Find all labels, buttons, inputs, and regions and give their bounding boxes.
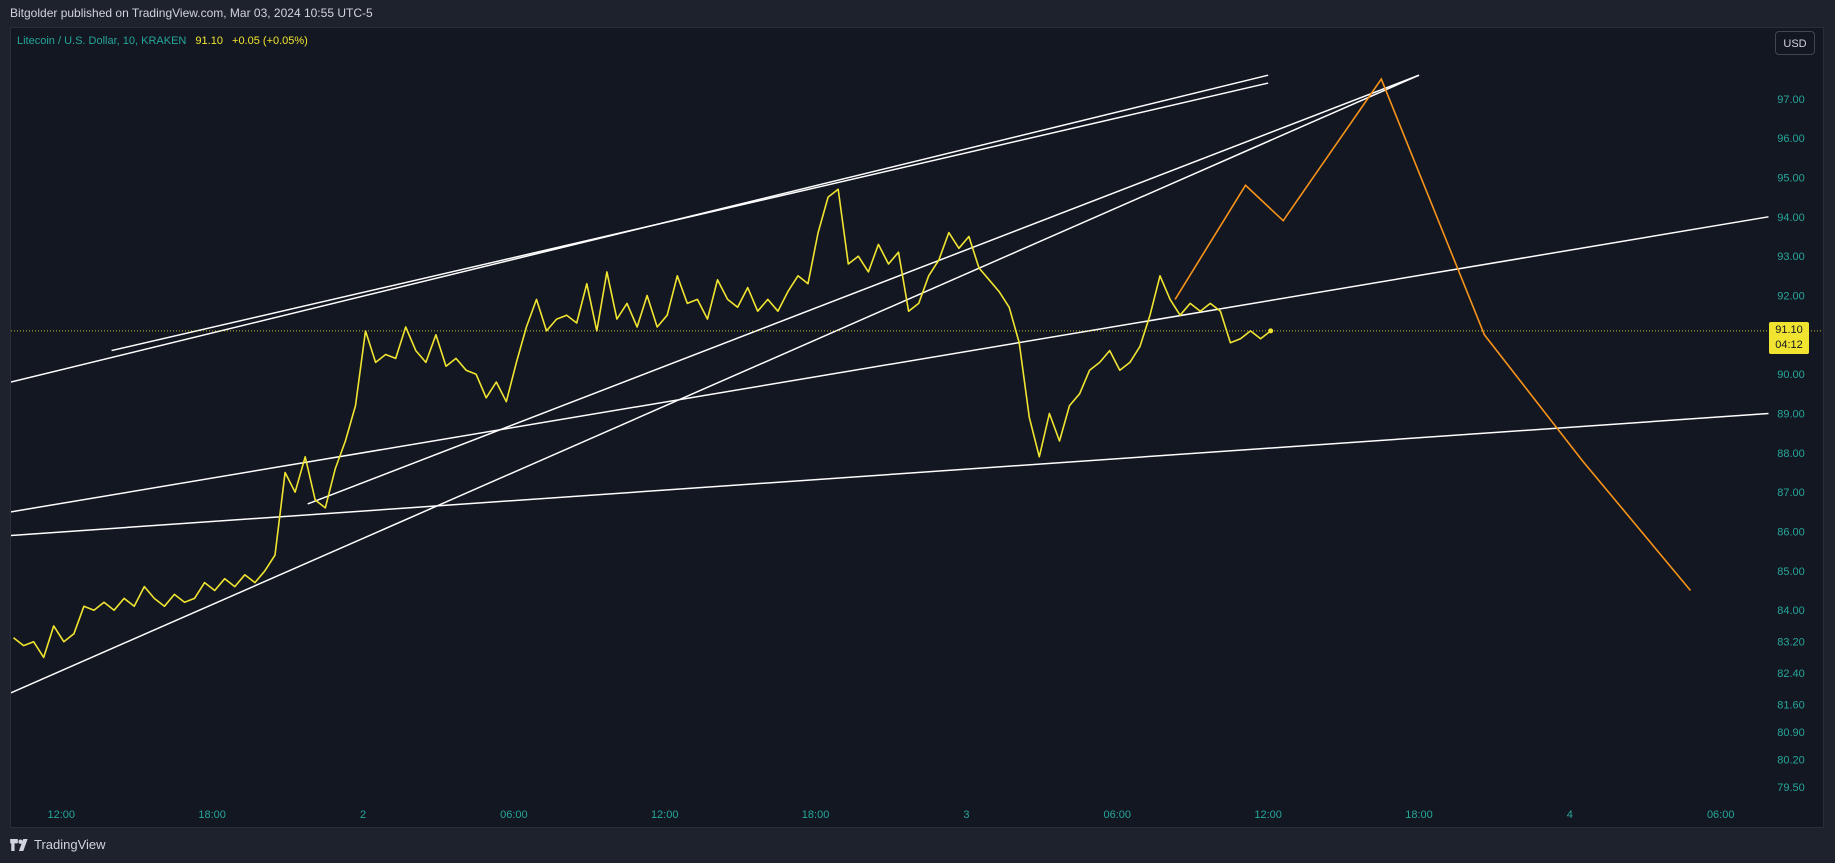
y-tick-label: 88.00 [1777, 448, 1805, 460]
x-tick-label: 12:00 [1254, 809, 1282, 821]
trendline-4 [307, 74, 1420, 505]
legend-price: 91.10 [195, 35, 223, 47]
y-tick-label: 97.00 [1777, 94, 1805, 106]
trendline-2 [111, 82, 1269, 352]
price-chart[interactable]: 97.0096.0095.0094.0093.0092.0091.0090.00… [11, 28, 1823, 827]
chart-pane[interactable]: 97.0096.0095.0094.0093.0092.0091.0090.00… [10, 27, 1824, 828]
footer-brand[interactable]: TradingView [10, 836, 106, 854]
y-tick-label: 95.00 [1777, 172, 1805, 184]
tradingview-logo-icon [10, 839, 28, 851]
y-tick-label: 80.90 [1777, 727, 1805, 739]
x-tick-label: 2 [360, 809, 366, 821]
y-tick-label: 87.00 [1777, 487, 1805, 499]
x-tick-label: 06:00 [500, 809, 528, 821]
trendline-5 [11, 216, 1769, 513]
y-tick-label: 93.00 [1777, 251, 1805, 263]
x-tick-label: 18:00 [802, 809, 830, 821]
legend-change: +0.05 (+0.05%) [232, 35, 308, 47]
trendline-6 [11, 412, 1769, 537]
y-tick-label: 81.60 [1777, 700, 1805, 712]
y-tick-label: 94.00 [1777, 212, 1805, 224]
trendline-3 [11, 74, 1420, 694]
projection-path [1174, 77, 1692, 592]
y-tick-label: 80.20 [1777, 755, 1805, 767]
symbol-legend: Litecoin / U.S. Dollar, 10, KRAKEN 91.10… [17, 35, 308, 47]
symbol-name: Litecoin / U.S. Dollar, 10, KRAKEN [17, 35, 187, 47]
y-tick-label: 96.00 [1777, 133, 1805, 145]
y-tick-label: 86.00 [1777, 527, 1805, 539]
last-price-label: 91.10 04:12 [1769, 321, 1809, 354]
y-tick-label: 84.00 [1777, 605, 1805, 617]
x-tick-label: 06:00 [1707, 809, 1735, 821]
y-tick-label: 82.40 [1777, 668, 1805, 680]
brand-name: TradingView [34, 837, 106, 852]
x-tick-label: 18:00 [198, 809, 226, 821]
y-tick-label: 89.00 [1777, 409, 1805, 421]
currency-button[interactable]: USD [1775, 31, 1815, 55]
last-price-dot [1268, 328, 1274, 334]
publish-header: Bitgolder published on TradingView.com, … [0, 0, 1835, 27]
y-tick-label: 83.20 [1777, 637, 1805, 649]
y-tick-label: 79.50 [1777, 782, 1805, 794]
x-tick-label: 12:00 [651, 809, 679, 821]
y-tick-label: 90.00 [1777, 369, 1805, 381]
x-tick-label: 4 [1567, 809, 1573, 821]
last-price-value: 91.10 [1775, 323, 1803, 336]
publish-text: Bitgolder published on TradingView.com, … [10, 6, 373, 20]
price-series-line [13, 188, 1272, 659]
y-tick-label: 92.00 [1777, 290, 1805, 302]
y-tick-label: 85.00 [1777, 566, 1805, 578]
x-tick-label: 3 [963, 809, 969, 821]
bar-countdown: 04:12 [1775, 338, 1803, 351]
x-tick-label: 18:00 [1405, 809, 1433, 821]
x-tick-label: 12:00 [48, 809, 76, 821]
x-tick-label: 06:00 [1104, 809, 1132, 821]
